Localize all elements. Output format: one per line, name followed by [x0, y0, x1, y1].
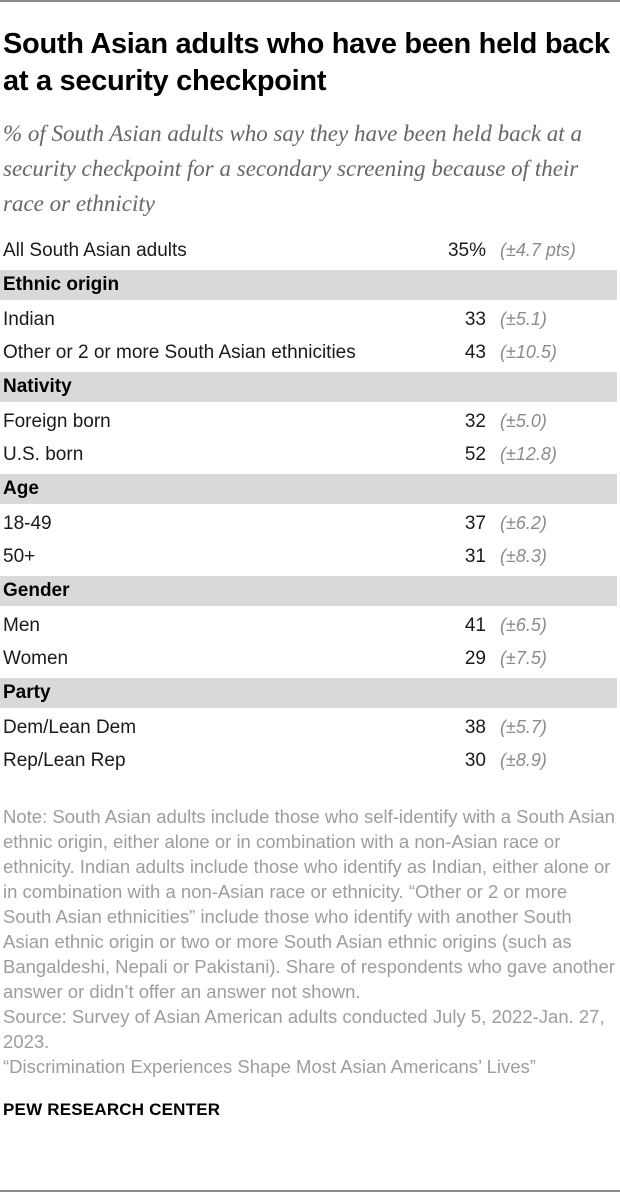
- table-row: Foreign born 32 (±5.0): [0, 405, 620, 438]
- note-text: Note: South Asian adults include those w…: [3, 806, 615, 1002]
- section-header-ethnic-origin: Ethnic origin: [0, 270, 617, 300]
- table-row: U.S. born 52 (±12.8): [0, 438, 620, 471]
- row-value: 37: [464, 512, 486, 534]
- table-row: All South Asian adults 35% (±4.7 pts): [0, 234, 620, 267]
- chart-subtitle: % of South Asian adults who say they hav…: [3, 121, 582, 216]
- section-header-age: Age: [0, 474, 617, 504]
- top-rule: [0, 0, 620, 2]
- row-label: Indian: [3, 308, 55, 330]
- row-margin-of-error: (±8.3): [500, 546, 547, 566]
- row-value: 52: [464, 443, 486, 465]
- row-label: 50+: [3, 545, 36, 567]
- row-label: Foreign born: [3, 410, 111, 432]
- table-row: Rep/Lean Rep 30 (±8.9): [0, 744, 620, 777]
- pew-research-center-wordmark: PEW RESEARCH CENTER: [3, 1100, 221, 1119]
- row-margin-of-error: (±7.5): [500, 648, 547, 668]
- row-label: Women: [3, 647, 69, 669]
- row-label: 18-49: [3, 512, 52, 534]
- table-row: 18-49 37 (±6.2): [0, 507, 620, 540]
- footnotes: Note: South Asian adults include those w…: [3, 804, 618, 1079]
- row-margin-of-error: (±6.5): [500, 615, 547, 635]
- row-margin-of-error: (±6.2): [500, 513, 547, 533]
- row-label: U.S. born: [3, 443, 84, 465]
- table-row: Men 41 (±6.5): [0, 609, 620, 642]
- page-title: South Asian adults who have been held ba…: [3, 28, 610, 97]
- row-margin-of-error: (±8.9): [500, 750, 547, 770]
- row-label: Other or 2 or more South Asian ethniciti…: [3, 341, 356, 363]
- bottom-rule: [0, 1190, 620, 1192]
- row-margin-of-error: (±12.8): [500, 444, 557, 464]
- row-value: 43: [464, 341, 486, 363]
- section-header-gender: Gender: [0, 576, 617, 606]
- row-margin-of-error: (±5.1): [500, 309, 547, 329]
- row-value: 35%: [447, 239, 486, 261]
- table-row: Indian 33 (±5.1): [0, 303, 620, 336]
- row-margin-of-error: (±5.7): [500, 717, 547, 737]
- row-label: All South Asian adults: [3, 239, 187, 261]
- row-margin-of-error: (±5.0): [500, 411, 547, 431]
- table-row: Other or 2 or more South Asian ethniciti…: [0, 336, 620, 369]
- row-value: 32: [464, 410, 486, 432]
- demographic-table: All South Asian adults 35% (±4.7 pts) Et…: [0, 234, 620, 777]
- row-label: Dem/Lean Dem: [3, 716, 137, 738]
- row-label: Rep/Lean Rep: [3, 749, 126, 771]
- row-margin-of-error: (±10.5): [500, 342, 557, 362]
- source-text: Source: Survey of Asian American adults …: [3, 1006, 605, 1052]
- row-margin-of-error: (±4.7 pts): [500, 240, 576, 260]
- row-label: Men: [3, 614, 40, 636]
- table-row: Dem/Lean Dem 38 (±5.7): [0, 711, 620, 744]
- report-title-text: “Discrimination Experiences Shape Most A…: [3, 1056, 536, 1077]
- section-header-nativity: Nativity: [0, 372, 617, 402]
- row-value: 33: [464, 308, 486, 330]
- table-row: 50+ 31 (±8.3): [0, 540, 620, 573]
- row-value: 31: [464, 545, 486, 567]
- row-value: 41: [464, 614, 486, 636]
- table-row: Women 29 (±7.5): [0, 642, 620, 675]
- section-header-party: Party: [0, 678, 617, 708]
- row-value: 29: [464, 647, 486, 669]
- row-value: 38: [464, 716, 486, 738]
- row-value: 30: [464, 749, 486, 771]
